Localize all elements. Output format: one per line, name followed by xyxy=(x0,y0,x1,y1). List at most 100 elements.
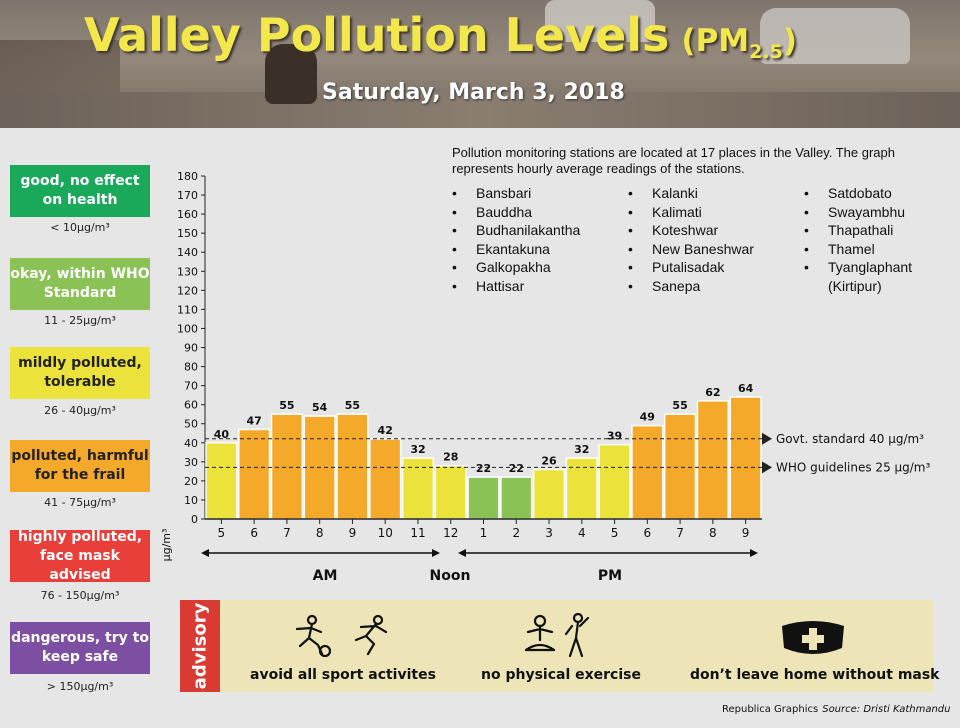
credit-graphics: Republica Graphics xyxy=(722,704,819,715)
station-item: Koteshwar xyxy=(626,221,754,240)
reference-lines: Govt. standard 40 µg/m³ WHO guidelines 25… xyxy=(205,432,930,474)
credit-source: Source: Dristi Kathmandu xyxy=(822,704,951,715)
x-tick-label: 6 xyxy=(644,526,652,540)
background-motorcyclist xyxy=(265,44,317,104)
bar-value-label: 40 xyxy=(214,428,230,441)
header-banner: Valley Pollution Levels (PM2.5) Saturday,… xyxy=(0,0,960,128)
bar xyxy=(270,413,304,520)
bar xyxy=(565,457,598,520)
bar xyxy=(336,413,369,520)
bar-value-label: 64 xyxy=(738,382,754,395)
bar xyxy=(663,413,697,520)
x-tick-label: 7 xyxy=(283,526,291,540)
bar-value-label: 55 xyxy=(345,399,360,412)
bar xyxy=(434,464,467,520)
y-axis: 0 10 20 30 40 50 60 70 80 90 100 110 120 130 140 150 160… xyxy=(177,170,206,526)
advisory-exercise-label: no physical exercise xyxy=(481,667,641,683)
y-tick-label: 170 xyxy=(177,189,198,202)
bar-value-label: 42 xyxy=(378,424,393,437)
x-tick-label: 5 xyxy=(218,526,226,540)
x-tick-label: 9 xyxy=(742,526,750,540)
legend-box: good, no effect on health xyxy=(10,165,150,217)
y-tick-label: 120 xyxy=(177,284,198,297)
legend-range: 76 - 150µg/m³ xyxy=(40,589,120,602)
bar-value-label: 32 xyxy=(410,443,425,456)
am-arrow-left xyxy=(201,549,209,557)
y-tick-label: 100 xyxy=(177,322,198,335)
stations-column: Kalanki Kalimati Koteshwar New Baneshwar… xyxy=(626,184,754,295)
legend-range: 26 - 40µg/m³ xyxy=(44,404,116,417)
x-tick-label: 4 xyxy=(578,526,586,540)
exercise-icon xyxy=(524,612,590,658)
stations-intro: Pollution monitoring stations are locate… xyxy=(452,145,895,176)
bar-value-label: 28 xyxy=(443,451,458,464)
time-periods: AM Noon PM xyxy=(201,549,758,584)
x-tick-label: 10 xyxy=(378,526,393,540)
x-tick-label: 8 xyxy=(709,526,717,540)
sports-icon xyxy=(295,614,388,658)
station-item: Putalisadak xyxy=(626,258,754,277)
legend-box: okay, within WHO Standard xyxy=(10,258,150,310)
reference-line-label: WHO guidelines 25 µg/m³ xyxy=(776,460,930,474)
stations-column: Satdobato Swayambhu Thapathali Thamel Ty… xyxy=(802,184,912,295)
bar-value-label: 32 xyxy=(574,443,589,456)
advisory-tab: advisory xyxy=(180,600,220,692)
bar-value-label: 62 xyxy=(705,386,720,399)
bar-value-label: 22 xyxy=(476,462,491,475)
station-item: Galkopakha xyxy=(450,258,580,277)
station-item: Tyanglaphant xyxy=(802,258,912,277)
bar xyxy=(238,428,271,520)
credit-line: Republica Graphics Source: Dristi Kathman… xyxy=(722,704,951,715)
station-item: Kalimati xyxy=(626,203,754,222)
pm-arrow-left xyxy=(458,549,466,557)
advisory-sport-label: avoid all sport activites xyxy=(250,667,436,683)
advisory-panel: advisory avoid all sport activites no ph… xyxy=(180,600,940,692)
legend-range: > 150µg/m³ xyxy=(46,680,114,693)
x-tick-label: 7 xyxy=(676,526,684,540)
bar xyxy=(369,438,402,520)
x-tick-label: 3 xyxy=(545,526,553,540)
bar xyxy=(532,468,566,520)
y-tick-label: 160 xyxy=(177,208,198,221)
bar-value-label: 49 xyxy=(640,411,655,424)
legend-box: polluted, harmful for the frail xyxy=(10,440,150,492)
x-tick-label: 9 xyxy=(349,526,357,540)
station-item: Hattisar xyxy=(450,277,580,296)
y-tick-label: 150 xyxy=(177,227,198,240)
y-tick-label: 40 xyxy=(184,437,198,450)
station-item: Thamel xyxy=(802,240,912,259)
bars-group: 40 47 55 54 55 42 32 28 22 22 26 32 39 49 55 62 64 xyxy=(205,382,762,520)
y-tick-label: 30 xyxy=(184,456,198,469)
x-tick-label: 8 xyxy=(316,526,324,540)
bar xyxy=(696,400,729,520)
y-tick-label: 110 xyxy=(177,303,198,316)
station-item: Bansbari xyxy=(450,184,580,203)
bar xyxy=(598,443,631,520)
y-tick-label: 10 xyxy=(184,494,198,507)
page-title: Valley Pollution Levels (PM2.5) xyxy=(84,8,797,63)
reference-arrow xyxy=(762,432,772,445)
legend-box: highly polluted, face mask advised xyxy=(10,529,150,583)
station-item: New Baneshwar xyxy=(626,240,754,259)
pm-label: PM xyxy=(598,568,622,584)
x-tick-label: 6 xyxy=(250,526,258,540)
y-tick-label: 140 xyxy=(177,246,198,259)
y-tick-label: 70 xyxy=(184,380,198,393)
y-tick-label: 60 xyxy=(184,399,198,412)
page-date: Saturday, March 3, 2018 xyxy=(322,80,625,105)
station-item: Thapathali xyxy=(802,221,912,240)
legend-range: 41 - 75µg/m³ xyxy=(44,496,116,509)
legend-box: mildly polluted, tolerable xyxy=(10,347,150,399)
station-item: Sanepa xyxy=(626,277,754,296)
legend-range: 11 - 25µg/m³ xyxy=(44,314,116,327)
bar xyxy=(631,424,664,520)
bar-value-label: 55 xyxy=(279,399,294,412)
bar-value-label: 26 xyxy=(541,454,557,467)
bar-value-label: 55 xyxy=(672,399,687,412)
am-arrow-right xyxy=(432,549,440,557)
am-label: AM xyxy=(313,568,338,584)
bar-value-label: 39 xyxy=(607,430,622,443)
station-item: Bauddha xyxy=(450,203,580,222)
x-tick-label: 5 xyxy=(611,526,619,540)
pollution-bar-chart: 0102030405060708090100110120130140150160… xyxy=(160,170,930,584)
